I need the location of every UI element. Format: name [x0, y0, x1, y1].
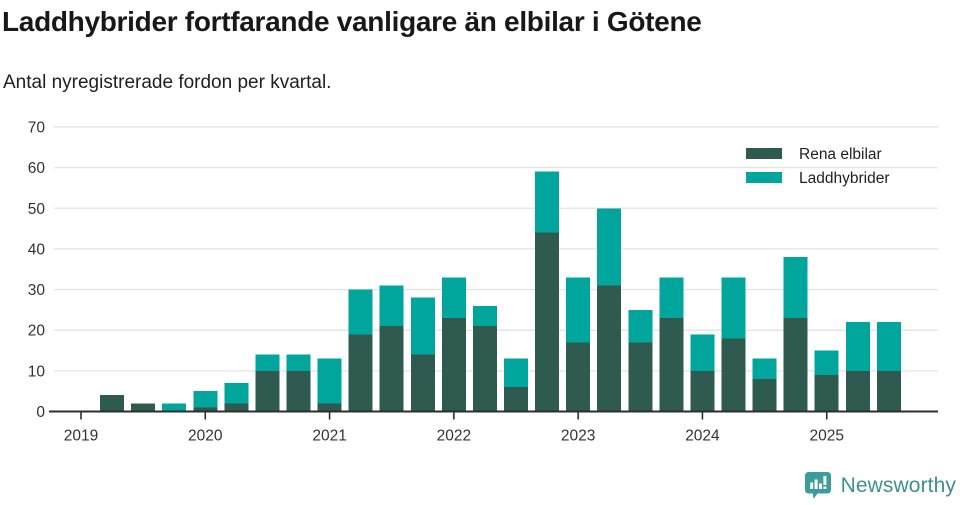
brand-footer: Newsworthy: [804, 471, 956, 500]
bar-segment-laddhybrider: [721, 277, 746, 339]
bar-segment-rena-elbilar: [783, 318, 808, 412]
bar-segment-laddhybrider: [690, 334, 715, 371]
x-tick-label: 2019: [64, 428, 98, 445]
bar-segment-rena-elbilar: [193, 407, 218, 412]
x-tick-label: 2025: [809, 428, 843, 445]
bar-segment-laddhybrider: [504, 358, 529, 388]
y-tick-label: 30: [28, 282, 46, 299]
bar-segment-laddhybrider: [472, 305, 497, 327]
bar-segment-rena-elbilar: [131, 403, 156, 412]
y-tick-label: 60: [28, 160, 46, 177]
logo-bar-2: [814, 479, 818, 489]
bar-segment-laddhybrider: [286, 354, 311, 371]
bar-segment-rena-elbilar: [845, 370, 870, 412]
logo-exclamation-dot: [823, 486, 827, 489]
page-title: Laddhybrider fortfarande vanligare än el…: [2, 6, 702, 37]
bar-segment-laddhybrider: [317, 358, 342, 404]
bar-segment-rena-elbilar: [628, 342, 653, 412]
bar-segment-laddhybrider: [876, 322, 901, 371]
legend-swatch: [746, 148, 782, 159]
bar-segment-laddhybrider: [441, 277, 466, 319]
bar-segment-laddhybrider: [845, 322, 870, 371]
x-tick-label: 2023: [561, 428, 595, 445]
bar-segment-rena-elbilar: [659, 318, 684, 412]
bar-segment-laddhybrider: [752, 358, 777, 379]
bar-chart-canvas: 0 10 20 30 40 50 60 70 2019 2020 2021 2022 2023 2024 2…: [28, 119, 938, 445]
bar-segment-rena-elbilar: [100, 395, 125, 412]
bar-segment-laddhybrider: [566, 277, 591, 343]
bar-segment-laddhybrider: [783, 257, 808, 319]
bar-chart: 0 10 20 30 40 50 60 70 2019 2020 2021 2022 2023 2024 2…: [0, 112, 960, 462]
bar-segment-laddhybrider: [162, 403, 187, 412]
logo-bar-3: [818, 483, 822, 489]
bar-segment-rena-elbilar: [690, 370, 715, 412]
bar-segment-rena-elbilar: [814, 374, 839, 412]
bar-segment-laddhybrider: [193, 391, 218, 408]
bar-segment-rena-elbilar: [441, 318, 466, 412]
newsworthy-logo: [804, 472, 831, 499]
bar-segment-laddhybrider: [410, 297, 435, 355]
bar-segment-laddhybrider: [348, 289, 373, 335]
bar-segment-rena-elbilar: [597, 285, 622, 412]
bar-segment-rena-elbilar: [410, 354, 435, 412]
bar-segment-laddhybrider: [535, 171, 560, 233]
y-tick-label: 10: [28, 363, 46, 380]
bar-segment-laddhybrider: [659, 277, 684, 319]
bar-segment-rena-elbilar: [472, 326, 497, 412]
bar-segment-laddhybrider: [255, 354, 280, 371]
bar-segment-laddhybrider: [814, 350, 839, 375]
x-tick-label: 2020: [188, 428, 223, 445]
legend-swatch: [746, 172, 782, 183]
bar-segment-rena-elbilar: [566, 342, 591, 412]
bar-segment-rena-elbilar: [504, 387, 529, 412]
bar-segment-laddhybrider: [597, 208, 622, 286]
y-tick-label: 0: [36, 404, 45, 421]
bar-segment-rena-elbilar: [348, 334, 373, 412]
bar-segment-rena-elbilar: [286, 370, 311, 412]
chart-subtitle: Antal nyregistrerade fordon per kvartal.: [3, 72, 332, 93]
logo-exclamation: [823, 476, 827, 485]
x-tick-label: 2021: [312, 428, 346, 445]
x-tick-label: 2024: [685, 428, 720, 445]
bar-segment-rena-elbilar: [752, 378, 777, 412]
bar-segment-rena-elbilar: [255, 370, 280, 412]
brand-name: Newsworthy: [840, 473, 956, 497]
bar-segment-laddhybrider: [628, 309, 653, 343]
y-tick-label: 20: [28, 323, 46, 340]
bar-segment-rena-elbilar: [721, 338, 746, 412]
legend-label: Laddhybrider: [799, 170, 889, 187]
bar-segment-rena-elbilar: [535, 232, 560, 412]
bar-segment-rena-elbilar: [317, 403, 342, 412]
bar-segment-rena-elbilar: [224, 403, 249, 412]
legend-label: Rena elbilar: [799, 146, 882, 163]
y-tick-label: 40: [28, 241, 46, 258]
bar-segment-laddhybrider: [379, 285, 404, 327]
bar-segment-laddhybrider: [224, 383, 249, 404]
y-tick-label: 50: [28, 201, 46, 218]
x-tick-label: 2022: [437, 428, 471, 445]
y-tick-label: 70: [28, 119, 46, 136]
logo-bar-1: [809, 482, 813, 489]
bar-segment-rena-elbilar: [379, 326, 404, 412]
bar-segment-rena-elbilar: [876, 370, 901, 412]
